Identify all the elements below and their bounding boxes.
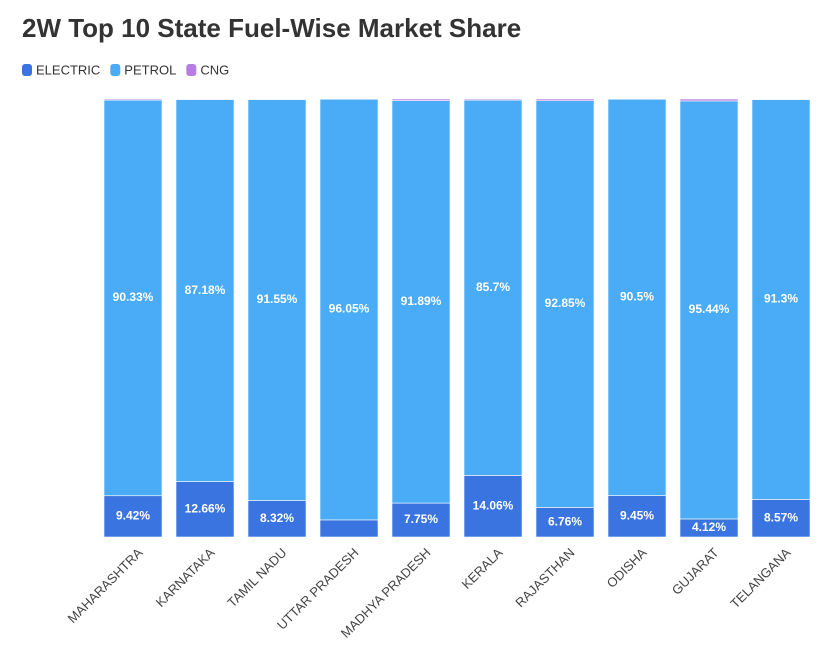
bar-segment: [175, 98, 235, 101]
data-label: 90.33%: [113, 290, 154, 304]
data-label: 14.06%: [473, 498, 514, 512]
bar-segment: [751, 98, 811, 100]
bar-segment: [247, 500, 307, 538]
x-tick-label: GUJARAT: [669, 545, 722, 598]
bar-segment: [463, 98, 523, 101]
data-label: 8.57%: [764, 510, 798, 524]
data-label: 91.89%: [401, 294, 442, 308]
data-label: 96.05%: [329, 302, 370, 316]
bar-segment: [319, 519, 379, 538]
data-label: 6.76%: [548, 514, 582, 528]
data-label: 92.85%: [545, 296, 586, 310]
x-tick-label: KERALA: [459, 545, 506, 592]
data-label: 91.3%: [764, 292, 798, 306]
bar-segment: [535, 98, 595, 102]
bar-segment: [391, 100, 451, 504]
legend: ELECTRIC PETROL CNG: [22, 62, 229, 77]
data-label: 90.5%: [620, 290, 654, 304]
bar-segment: [607, 98, 667, 496]
bar-segment: [247, 99, 307, 501]
x-tick-label: TAMIL NADU: [224, 545, 289, 610]
data-label: 85.7%: [476, 280, 510, 294]
bar-segment: [103, 99, 163, 497]
bar-segment: [103, 98, 163, 101]
data-label: 9.42%: [116, 509, 150, 523]
bar-segment: [535, 100, 595, 508]
bar-segment: [463, 475, 523, 538]
bar-segment: [247, 98, 307, 100]
bar-segment: [535, 507, 595, 538]
bar-segment: [319, 98, 379, 521]
chart-title: 2W Top 10 State Fuel-Wise Market Share: [22, 13, 521, 43]
bar-segment: [391, 98, 451, 101]
bar-segment: [391, 502, 451, 538]
bar-segment: [751, 499, 811, 538]
legend-label: CNG: [200, 62, 229, 77]
data-label: 91.55%: [257, 292, 298, 306]
bar-segment: [463, 99, 523, 476]
bar-segment: [751, 99, 811, 500]
data-label: 95.44%: [689, 302, 730, 316]
data-label: 7.75%: [404, 512, 438, 526]
x-tick-label: TELANGANA: [727, 545, 794, 612]
data-label: 87.18%: [185, 283, 226, 297]
data-label: 9.45%: [620, 508, 654, 522]
data-label: 4.12%: [692, 520, 726, 534]
legend-swatch: [110, 64, 121, 76]
data-label: 8.32%: [260, 511, 294, 525]
data-label: 12.66%: [185, 501, 226, 515]
x-tick-label: RAJASTHAN: [512, 545, 577, 610]
x-tick-label: KARNATAKA: [153, 545, 218, 610]
bar-segment: [679, 100, 739, 520]
x-tick-label: MAHARASHTRA: [64, 545, 145, 626]
bar-segment: [679, 98, 739, 102]
bar-segment: [175, 99, 235, 482]
legend-label: PETROL: [124, 62, 176, 77]
bar-segment: [103, 495, 163, 538]
legend-label: ELECTRIC: [36, 62, 100, 77]
x-tick-label: ODISHA: [604, 545, 650, 591]
legend-swatch: [186, 64, 197, 76]
legend-swatch: [22, 64, 32, 76]
bar-segment: [607, 495, 667, 538]
